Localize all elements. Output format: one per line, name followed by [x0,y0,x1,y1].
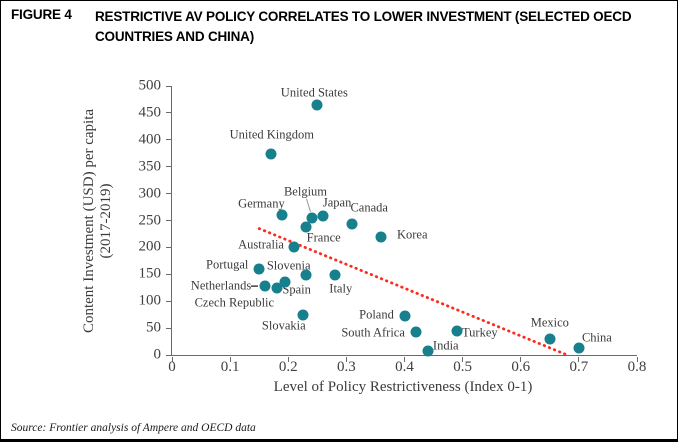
x-tick-mark [578,357,580,362]
y-tick-mark [166,85,172,87]
y-tick-mark [166,166,172,168]
x-tick-mark [636,357,638,362]
data-point-korea [375,231,387,243]
point-label-australia: Australia [238,237,284,252]
source-note: Source: Frontier analysis of Ampere and … [11,422,256,434]
y-tick-label: 250 [138,212,162,228]
label-connector [306,198,311,212]
data-point-japan [317,210,329,222]
data-point-italy [329,269,341,281]
point-label-korea: Korea [396,227,428,242]
point-label-china: China [581,330,612,345]
y-tick-mark [166,300,172,302]
data-point-portugal [253,263,265,275]
data-point-poland [399,310,410,322]
x-tick-mark [171,357,173,362]
data-point-france [300,221,312,233]
point-label-poland: Poland [359,307,394,322]
x-tick-label: 0.5 [453,359,472,375]
point-label-belgium: Belgium [283,184,328,199]
x-tick-mark [404,357,405,362]
x-tick-mark [462,357,464,362]
y-tick-mark [166,139,172,141]
x-tick-mark [520,357,522,362]
y-tick-mark [166,220,172,221]
figure-title-line1: RESTRICTIVE AV POLICY CORRELATES TO LOWE… [95,9,632,24]
data-point-germany [276,209,288,221]
x-tick-label: 0.6 [511,359,531,375]
figure-number: FIGURE 4 [11,7,72,22]
data-point-south-africa [410,326,422,338]
point-label-united-states: United States [280,85,348,100]
figure-title: RESTRICTIVE AV POLICY CORRELATES TO LOWE… [95,7,632,47]
point-label-india: India [432,338,459,353]
y-axis-title-main: Content Investment (USD) per capita [81,108,97,334]
data-point-netherlands [259,280,271,292]
point-label-germany: Germany [238,196,285,211]
data-point-spain [271,282,283,294]
y-axis-title: Content Investment (USD) per capita (201… [81,109,115,333]
data-point-australia [288,241,300,253]
x-tick-label: 0.1 [220,359,240,375]
point-label-netherlands: Netherlands [190,278,252,293]
x-tick-label: 0.2 [278,359,298,375]
x-tick-mark [287,357,289,362]
point-label-france: France [306,230,341,245]
x-tick-mark [229,357,231,362]
y-tick-mark [166,273,172,275]
y-tick-mark [166,193,172,195]
data-point-united-kingdom [265,148,277,160]
data-point-czech-republic [279,276,291,288]
plot-overlay [251,198,569,357]
y-tick-label: 200 [138,238,162,255]
y-tick-label: 500 [138,77,162,94]
x-tick-label: 0.4 [395,359,414,375]
x-tick-label: 0.8 [627,359,647,375]
point-label-united-kingdom: United Kingdom [229,127,314,142]
y-tick-label: 350 [138,158,162,175]
point-label-japan: Japan [322,195,352,210]
y-tick-mark [166,112,172,114]
figure-header: FIGURE 4 RESTRICTIVE AV POLICY CORRELATE… [11,7,632,47]
x-tick-label: 0.7 [569,359,589,375]
point-label-turkey: Turkey [461,325,498,340]
data-point-turkey [451,325,463,337]
data-point-mexico [544,333,556,345]
point-label-slovenia: Slovenia [266,258,311,273]
y-tick-mark [166,246,172,248]
x-tick-label: 0 [168,359,176,375]
data-point-slovakia [297,309,309,321]
y-tick-mark [166,354,172,356]
point-label-canada: Canada [350,200,388,215]
y-tick-label: 0 [153,346,162,363]
y-tick-mark [166,327,172,329]
point-label-czech-republic: Czech Republic [194,295,275,310]
y-tick-label: 100 [138,292,162,309]
point-label-italy: Italy [329,281,353,296]
x-tick-label: 0.3 [337,359,356,375]
data-point-canada [346,218,358,230]
figure-title-line2: COUNTRIES AND CHINA) [95,29,254,44]
point-label-south-africa: South Africa [341,325,405,340]
x-axis-title: Level of Policy Restrictiveness (Index 0… [273,379,533,395]
point-label-portugal: Portugal [206,257,249,272]
x-tick-mark [345,357,347,362]
trend-line [257,227,569,357]
y-tick-label: 300 [138,185,162,202]
data-point-india [422,345,434,357]
data-point-china [573,342,585,354]
data-point-slovenia [300,269,312,281]
y-tick-label: 150 [138,265,162,282]
y-tick-label: 400 [138,131,162,148]
y-tick-label: 450 [138,104,162,121]
data-point-united-states [311,99,323,111]
plot-area: 0 50 100 150 200 250 300 350 400 450 500 0 0.1 0.2 0.3… [139,78,647,376]
point-label-mexico: Mexico [530,315,569,330]
y-tick-label: 50 [146,319,161,336]
point-label-slovakia: Slovakia [261,318,306,333]
data-point-belgium [306,212,317,224]
y-axis-title-sub: (2017-2019) [98,183,114,259]
